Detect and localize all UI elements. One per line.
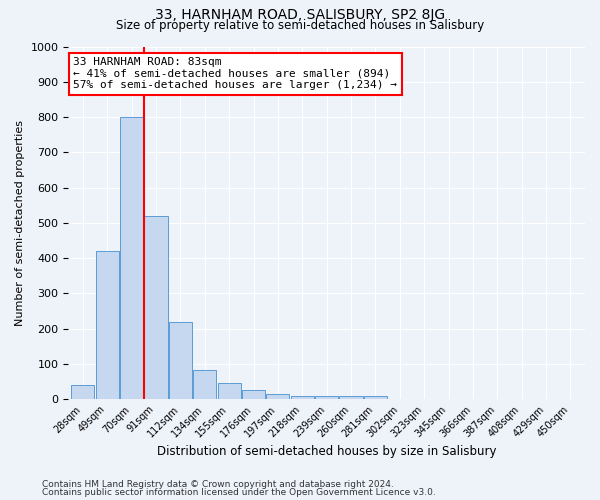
Text: Contains public sector information licensed under the Open Government Licence v3: Contains public sector information licen…: [42, 488, 436, 497]
Bar: [218, 382, 241, 399]
Bar: [120, 117, 143, 399]
Bar: [71, 385, 94, 399]
Text: Size of property relative to semi-detached houses in Salisbury: Size of property relative to semi-detach…: [116, 18, 484, 32]
Y-axis label: Number of semi-detached properties: Number of semi-detached properties: [15, 120, 25, 326]
Bar: [340, 396, 362, 399]
Text: 33, HARNHAM ROAD, SALISBURY, SP2 8JG: 33, HARNHAM ROAD, SALISBURY, SP2 8JG: [155, 8, 445, 22]
Text: 33 HARNHAM ROAD: 83sqm
← 41% of semi-detached houses are smaller (894)
57% of se: 33 HARNHAM ROAD: 83sqm ← 41% of semi-det…: [73, 57, 397, 90]
Bar: [95, 251, 119, 399]
Bar: [169, 322, 192, 399]
Bar: [315, 396, 338, 399]
Bar: [145, 216, 167, 399]
Bar: [266, 394, 289, 399]
X-axis label: Distribution of semi-detached houses by size in Salisbury: Distribution of semi-detached houses by …: [157, 444, 496, 458]
Bar: [242, 390, 265, 399]
Bar: [290, 396, 314, 399]
Text: Contains HM Land Registry data © Crown copyright and database right 2024.: Contains HM Land Registry data © Crown c…: [42, 480, 394, 489]
Bar: [364, 396, 387, 399]
Bar: [193, 370, 217, 399]
